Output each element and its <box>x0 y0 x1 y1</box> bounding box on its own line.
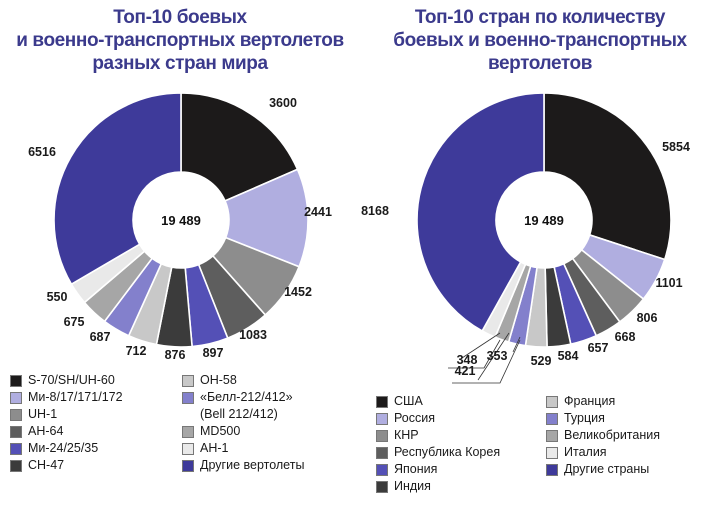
legend-label: США <box>394 394 423 408</box>
chart1-value-label: 712 <box>126 344 147 358</box>
leader-line <box>512 336 521 353</box>
chart2-value-label: 5854 <box>662 140 690 154</box>
chart2-value-label: 584 <box>558 349 579 363</box>
legend-swatch <box>376 413 388 425</box>
legend-label: Великобритания <box>564 428 660 442</box>
legend-swatch <box>10 426 22 438</box>
legend-swatch <box>376 481 388 493</box>
legend-label: Республика Корея <box>394 445 501 459</box>
leader-line <box>452 339 521 384</box>
legend-label: MD500 <box>200 424 241 438</box>
legend-swatch <box>182 426 194 438</box>
chart1-value-label: 675 <box>64 315 85 329</box>
legend-swatch <box>182 443 194 455</box>
legend-label: «Белл-212/412» <box>200 390 293 404</box>
chart1-value-label: 6516 <box>28 145 56 159</box>
chart1-value-label: 876 <box>165 348 186 362</box>
legend-label: (Bell 212/412) <box>200 407 278 421</box>
chart2-value-label: 668 <box>615 330 636 344</box>
chart1-title-line: Топ-10 боевых <box>113 7 247 28</box>
chart2-value-label: 806 <box>637 311 658 325</box>
chart2-value-label: 1101 <box>655 276 682 290</box>
leader-line <box>461 332 501 359</box>
legend-swatch <box>182 460 194 472</box>
chart2-total-label: 19 489 <box>524 213 564 228</box>
legend-swatch <box>10 460 22 472</box>
legend-label: Индия <box>394 479 431 493</box>
legend-swatch <box>10 375 22 387</box>
chart2-value-label: 529 <box>531 354 552 368</box>
legend-swatch <box>182 392 194 404</box>
legend-label: CH-47 <box>28 458 65 472</box>
leader-line <box>477 332 510 381</box>
legend-swatch <box>376 396 388 408</box>
chart2-title-line: Топ-10 стран по количеству <box>414 7 666 28</box>
legend-swatch <box>546 413 558 425</box>
legend-swatch <box>10 409 22 421</box>
chart1-value-label: 687 <box>90 330 111 344</box>
chart2-slice <box>543 92 672 261</box>
chart2-value-label: 657 <box>588 341 609 355</box>
legend-label: Франция <box>564 394 616 408</box>
chart2-value-label: 8168 <box>361 204 389 218</box>
legend-label: Россия <box>394 411 435 425</box>
legend-swatch <box>546 464 558 476</box>
donut-hole <box>496 172 592 268</box>
chart2-value-label: 348 <box>457 353 478 367</box>
chart1-value-label: 2441 <box>304 205 332 219</box>
legend-label: AH-64 <box>28 424 64 438</box>
chart2-value-label: 421 <box>455 364 476 378</box>
legend-swatch <box>546 447 558 459</box>
chart2-title: Топ-10 стран по количеству боевых и воен… <box>360 6 720 75</box>
legend-label: Турция <box>564 411 605 425</box>
chart2-title-line: вертолетов <box>487 53 593 74</box>
chart1-value-label: 897 <box>203 346 224 360</box>
chart1-total-label: 19 489 <box>161 213 201 228</box>
chart2-value-label: 353 <box>487 349 508 363</box>
legend-label: S-70/SH/UH-60 <box>28 373 115 387</box>
leader-line <box>448 339 501 369</box>
chart1-value-label: 1083 <box>239 328 267 342</box>
donut-hole <box>133 172 229 268</box>
legend-swatch <box>546 396 558 408</box>
legend-label: Ми-8/17/171/172 <box>28 390 123 404</box>
legend-swatch <box>10 443 22 455</box>
chart1-title-line: разных стран мира <box>92 53 268 74</box>
chart1-title-line: и военно-транспортных вертолетов <box>16 30 344 51</box>
chart1-value-label: 3600 <box>269 96 297 110</box>
chart1-value-label: 1452 <box>284 285 312 299</box>
legend-label: Другие страны <box>564 462 650 476</box>
legend-label: Ми-24/25/35 <box>28 441 99 455</box>
chart1-title: Топ-10 боевых и военно-транспортных верт… <box>0 6 360 75</box>
legend-swatch <box>376 430 388 442</box>
legend-label: AH-1 <box>200 441 229 455</box>
legend-label: КНР <box>394 428 419 442</box>
legend-swatch <box>182 375 194 387</box>
legend-label: UH-1 <box>28 407 58 421</box>
legend-label: OH-58 <box>200 373 237 387</box>
legend-swatch <box>376 464 388 476</box>
chart1-value-label: 550 <box>47 290 68 304</box>
legend-swatch <box>546 430 558 442</box>
legend-swatch <box>10 392 22 404</box>
legend-swatch <box>376 447 388 459</box>
legend-label: Италия <box>564 445 607 459</box>
legend-label: Другие вертолеты <box>200 458 305 472</box>
chart2-title-line: боевых и военно-транспортных <box>393 30 687 51</box>
legend-label: Япония <box>394 462 438 476</box>
